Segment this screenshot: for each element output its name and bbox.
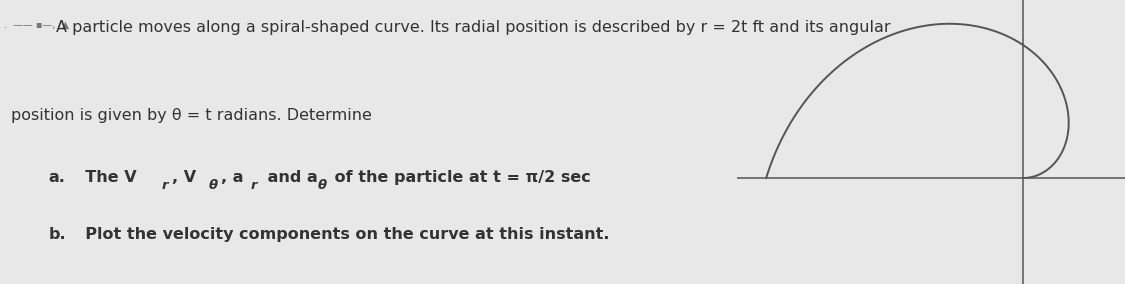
Text: a.: a. [48, 170, 65, 185]
Text: A particle moves along a spiral-shaped curve. Its radial position is described b: A particle moves along a spiral-shaped c… [56, 20, 890, 35]
Text: , a: , a [222, 170, 244, 185]
Text: r: r [251, 179, 258, 192]
Text: The V: The V [74, 170, 137, 185]
Text: Plot the velocity components on the curve at this instant.: Plot the velocity components on the curv… [74, 227, 610, 242]
Text: position is given by θ = t radians. Determine: position is given by θ = t radians. Dete… [11, 108, 372, 123]
Text: , V: , V [172, 170, 197, 185]
Text: .  —— ▪—,  ▲: . —— ▪—, ▲ [3, 20, 69, 30]
Text: b.: b. [48, 227, 66, 242]
Text: and a: and a [262, 170, 318, 185]
Text: θ: θ [317, 179, 327, 192]
Text: θ: θ [208, 179, 218, 192]
Text: r: r [162, 179, 169, 192]
Text: of the particle at t = π/2 sec: of the particle at t = π/2 sec [328, 170, 591, 185]
